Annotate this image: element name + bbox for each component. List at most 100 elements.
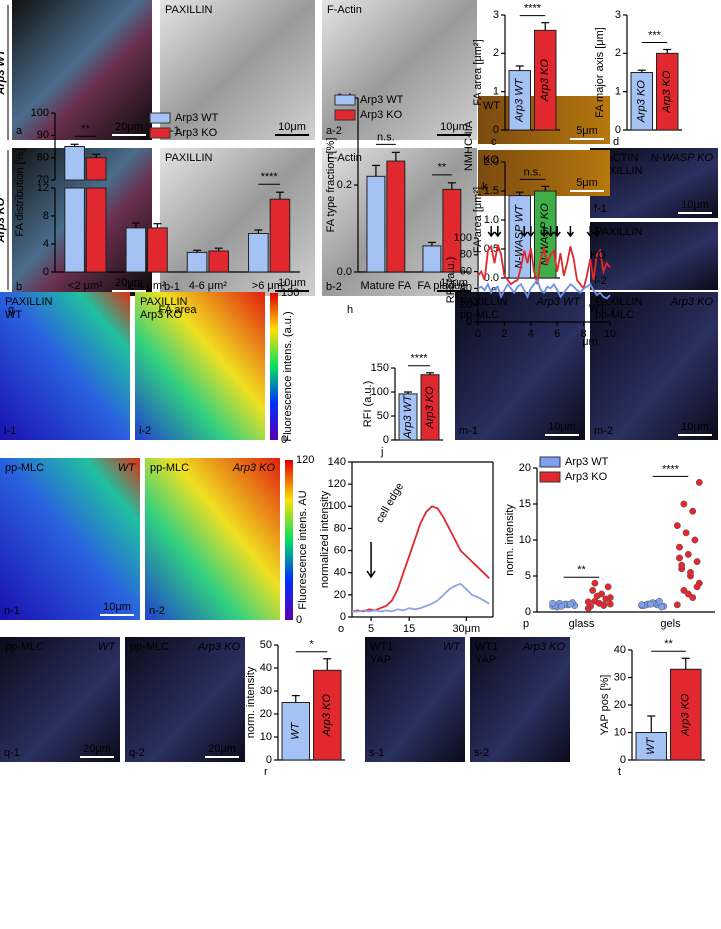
panel-label: s-1 (369, 747, 384, 759)
y-axis-label: FA area [μm²] (472, 39, 484, 105)
micrograph (135, 292, 265, 440)
y-tick-label: 100 (454, 232, 472, 244)
bar-label: Arp3 KO (661, 70, 673, 114)
significance: ** (664, 638, 673, 650)
dot (687, 568, 694, 576)
panel-letter: r (264, 766, 268, 778)
legend-label: Arp3 KO (360, 109, 403, 121)
dot (693, 558, 701, 566)
image-tag: WT (443, 641, 461, 653)
bar (670, 668, 702, 761)
y-tick-label: 40 (334, 567, 346, 579)
x-tick-label: glass (569, 618, 595, 630)
scale-label: 10μm (440, 121, 468, 133)
panel-letter: l (612, 306, 614, 318)
significance: **** (524, 3, 542, 15)
colorbar-label: Fluorescence intens. AU (297, 490, 309, 609)
bar-label: WT (645, 736, 657, 754)
panel-label: a-2 (326, 125, 342, 137)
micrograph (160, 148, 315, 296)
colorbar-tick: 0 (296, 614, 302, 626)
x-tick-label: gels (660, 618, 681, 630)
legend-swatch (149, 127, 171, 139)
dot (606, 600, 614, 608)
significance: ** (438, 162, 447, 174)
legend-swatch (334, 94, 356, 106)
y-tick-label: 3 (493, 9, 499, 21)
panel-label: k (482, 181, 488, 193)
channel-label: YAP (475, 654, 496, 666)
y-tick-label: 1 (615, 86, 621, 98)
bar (366, 175, 386, 273)
channel-label: PAXILLIN (140, 296, 188, 308)
dot (566, 600, 574, 608)
y-tick-label: 10 (614, 726, 626, 738)
y-tick-label: 60 (460, 266, 472, 278)
dot (558, 602, 565, 610)
significance: **** (410, 353, 428, 365)
annotation-arrow (366, 542, 376, 579)
image-tag: WT (118, 462, 136, 474)
significance: n.s. (377, 131, 395, 143)
bar-label: WT (290, 721, 302, 739)
micrograph (12, 0, 152, 140)
y-tick-label: 30 (614, 671, 626, 683)
y-tick-label: 2.0 (484, 156, 499, 168)
scale-label: 5μm (576, 125, 598, 137)
panel-letter: g (8, 304, 14, 316)
micrograph (125, 637, 245, 762)
micrograph (365, 637, 465, 762)
micrograph (590, 148, 718, 218)
bar-label: Arp3 KO (636, 80, 648, 124)
dot (689, 507, 697, 515)
panel-label: m-2 (594, 425, 613, 437)
y-tick-label: 120 (328, 478, 346, 490)
y-tick-label: 100 (328, 500, 346, 512)
channel-label: pp-MLC (5, 641, 44, 653)
y-axis-label: norm. intensity (245, 666, 257, 738)
channel-label: WT1 (370, 641, 393, 653)
dot (682, 529, 690, 537)
significance: **** (662, 463, 680, 475)
y-axis-label: norm. intensity (504, 504, 516, 576)
x-tick-label: 2 (501, 328, 507, 340)
line-series (351, 505, 490, 613)
y-tick-label: 1 (493, 86, 499, 98)
y-tick-label: 90 (37, 129, 49, 141)
y-tick-label: 100 (31, 107, 49, 119)
bar-label: Arp3 KO (539, 59, 551, 103)
dot (691, 536, 699, 544)
y-axis-label: YAP pos [%] (599, 675, 611, 736)
dot (584, 598, 592, 606)
peak-arrow (540, 226, 548, 238)
y-tick-label: 60 (334, 544, 346, 556)
significance: *** (648, 29, 662, 41)
y-tick-label: 0 (493, 124, 499, 136)
bar (248, 233, 269, 273)
y-tick-label: 80 (334, 522, 346, 534)
y-tick-label: 50 (260, 639, 272, 651)
image-tag: Arp3 KO (232, 462, 276, 474)
colorbar-tick: 0 (281, 434, 287, 446)
y-axis-label: FA major axis [μm] (594, 27, 606, 118)
y-tick-label: 0 (466, 316, 472, 328)
panel-label: f-2 (594, 275, 607, 287)
significance: n.s. (524, 166, 542, 178)
channel-label: YAP (370, 654, 391, 666)
significance: **** (261, 171, 279, 183)
y-tick-label: 0 (266, 754, 272, 766)
image-tag: N-WASP KO (651, 152, 714, 164)
side-label: NMHC-IIA (463, 120, 475, 171)
y-tick-label: 0 (620, 754, 626, 766)
colorbar-tick: 120 (296, 454, 314, 466)
y-tick-label: 12 (37, 182, 49, 194)
y-tick-label: 80 (460, 249, 472, 261)
y-tick-label: 40 (460, 282, 472, 294)
image-tag: Arp3 WT (536, 296, 582, 308)
bar (269, 198, 291, 273)
legend-label: Arp3 KO (175, 127, 218, 139)
y-tick-label: 40 (614, 644, 626, 656)
x-tick-label: 6 (554, 328, 560, 340)
y-tick-label: 140 (328, 456, 346, 468)
y-axis-label: FA distribution [%] (14, 148, 26, 236)
